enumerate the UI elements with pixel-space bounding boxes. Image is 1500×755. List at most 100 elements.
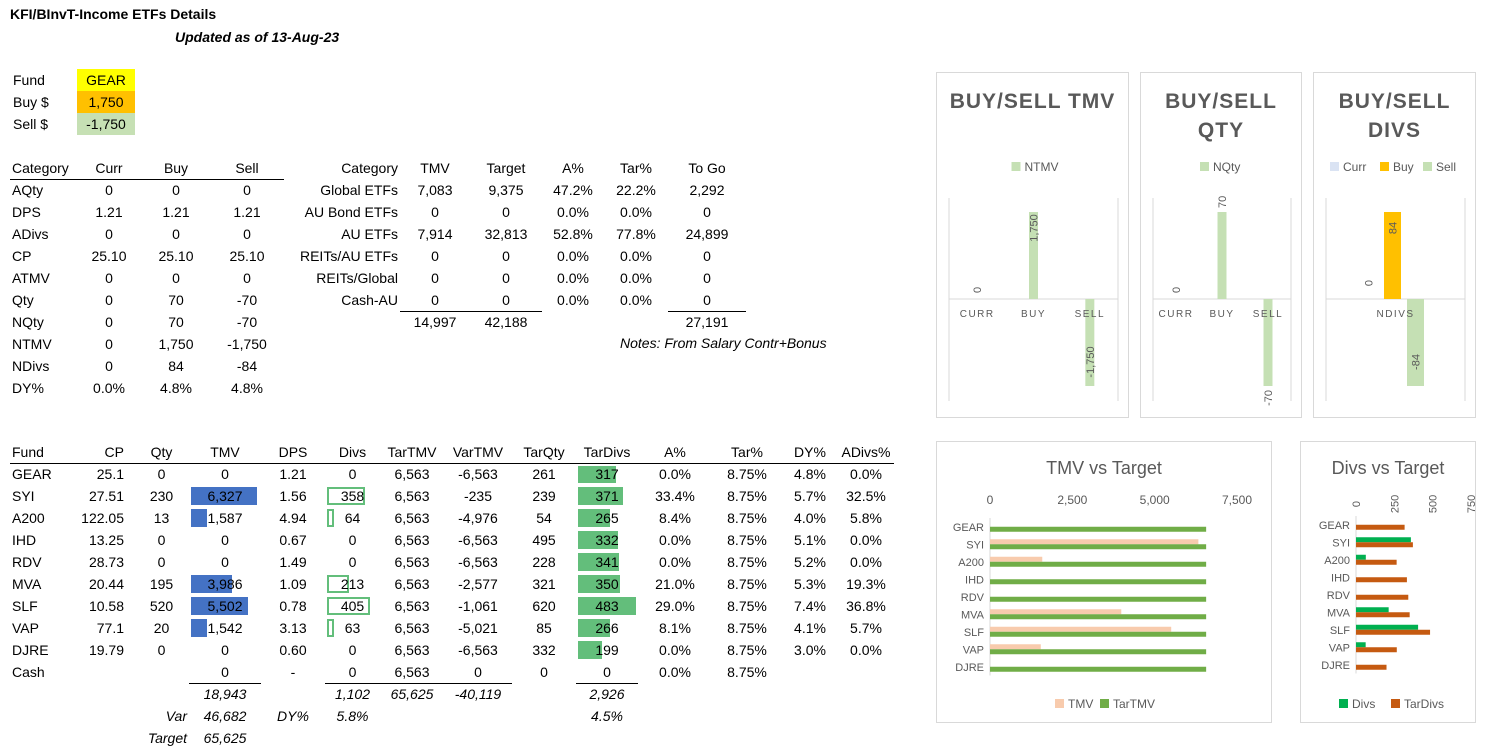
curr-cell: 1.21	[95, 204, 123, 220]
row-label: ADivs	[12, 226, 49, 242]
dy-cell: 5.3%	[794, 576, 826, 592]
tartmv-cell: 6,563	[394, 466, 430, 483]
adivs-cell: 0.0%	[850, 532, 882, 548]
tartmv-cell: 6,563	[394, 620, 430, 636]
a-cell: 0.0%	[659, 466, 691, 483]
legend-swatch	[1055, 699, 1064, 708]
qty-cell: 195	[149, 576, 174, 592]
cp-cell: 27.51	[88, 488, 124, 504]
buy-cell: 1,750	[158, 336, 194, 352]
buy-cell: 84	[168, 358, 184, 374]
total-tmv: 18,943	[203, 686, 247, 703]
chart-buysell-qty[interactable]: BUY/SELL QTY NQty 0 CURR 70 BUY -70 SELL	[1140, 72, 1302, 418]
to-go-cell: 0	[703, 270, 711, 286]
to-go-cell: 0	[668, 289, 746, 312]
tar-pct-cell: 0.0%	[620, 204, 652, 220]
row-label: ATMV	[12, 270, 50, 286]
data-label: -84	[1411, 354, 1423, 370]
tartmv-cell: 6,563	[394, 554, 430, 570]
tmv-cell: 0	[431, 248, 439, 264]
buy-cell: 70	[168, 314, 184, 330]
bar-tardivs	[1356, 612, 1410, 618]
fund-cell: SLF	[12, 598, 38, 614]
tmv-cell: 1,542	[189, 617, 261, 639]
chart-buysell-divs[interactable]: BUY/SELL DIVS Curr Buy Sell 0 84 -84 NDIVS	[1313, 72, 1476, 418]
fund-input[interactable]: GEAR	[77, 69, 135, 91]
cp-cell: 77.1	[96, 620, 124, 636]
divs-value: 63	[344, 620, 361, 636]
chart-tmv-vs-target[interactable]: TMV vs Target 0 2,500 5,000 7,500 GEAR SYI A20…	[936, 441, 1272, 723]
bar-tmv	[990, 644, 1041, 650]
row-label: AU ETFs	[341, 226, 398, 242]
vartmv-cell: -5,021	[458, 620, 498, 636]
curr-cell: 0	[105, 182, 113, 199]
tarqty-cell: 495	[532, 532, 556, 548]
row-label: AU Bond ETFs	[304, 204, 398, 220]
tardivs-cell: 266	[576, 617, 638, 639]
divs-data-bar	[327, 509, 334, 527]
tardivs-cell: 483	[576, 595, 638, 617]
chart-divs-vs-target[interactable]: Divs vs Target 0 250 500 750 GEAR SYI A200 IHD R…	[1300, 441, 1477, 723]
qty-cell: 20	[153, 620, 170, 636]
tardivs-data-bar	[578, 465, 617, 483]
cp-cell	[64, 661, 134, 683]
tardivs-data-bar	[578, 641, 602, 659]
bar-sell	[1085, 299, 1095, 386]
dps-cell: 0.67	[279, 532, 307, 548]
chart-buysell-tmv[interactable]: BUY/SELL TMV NTMV 0 CURR 1,750 BUY -1,750 SELL	[936, 72, 1129, 418]
qty-cell: 0	[157, 642, 166, 658]
sell-cell: 0	[243, 226, 251, 242]
sell-cell: -84	[236, 358, 258, 374]
divs-value: 0	[348, 642, 357, 658]
tardivs-value: 341	[595, 554, 619, 570]
tmv-cell: 0	[400, 289, 470, 312]
dy-cell	[782, 661, 838, 683]
tartmv-cell: 6,563	[394, 642, 430, 658]
alloc-row: Global ETFs 7,083 9,375 47.2% 22.2% 2,292	[296, 179, 746, 201]
chart-plot: 0 250 500 750 GEAR SYI A200 IHD RDV MVA SLF VAP DJRE…	[1319, 495, 1477, 711]
legend-label: TarTMV	[1113, 697, 1155, 711]
cp-cell: 25.1	[96, 466, 124, 483]
bar-tmv	[990, 556, 1043, 562]
tmv-data-bar	[191, 597, 248, 615]
sell-cell: 4.8%	[231, 380, 263, 396]
col-category: Category	[10, 157, 76, 180]
col-target: Target	[486, 160, 526, 176]
col-vartmv: VarTMV	[444, 441, 512, 464]
tardivs-value: 332	[595, 532, 619, 548]
fund-cell: A200	[12, 510, 45, 526]
divs-cell: 358	[325, 485, 380, 507]
a-cell: 8.1%	[659, 620, 691, 636]
sell-label: Sell $	[13, 116, 49, 132]
divs-cell: 0	[325, 463, 380, 485]
tardivs-cell: 341	[576, 551, 638, 573]
divs-cell: 0	[325, 551, 380, 573]
col-tardivs: TarDivs	[576, 441, 638, 464]
sell-input[interactable]: -1,750	[77, 113, 135, 135]
target-value: 65,625	[203, 730, 247, 746]
col-fund: Fund	[10, 441, 64, 464]
category-label: MVA	[1327, 607, 1351, 619]
fund-row: Cash 0-0 6,563 0 0 0 0.0% 8.75%	[10, 661, 894, 684]
dy-cell: 5.1%	[794, 532, 826, 548]
dy-cell: 3.0%	[794, 642, 826, 658]
target-cell: 0	[502, 204, 510, 220]
tmv-data-bar	[191, 575, 233, 593]
divs-cell: 0	[325, 661, 380, 684]
tick-label: 500	[1428, 495, 1440, 513]
bar-tartmv	[990, 544, 1207, 550]
dy-label: DY%	[277, 708, 309, 724]
divs-cell: 405	[325, 595, 380, 617]
divs-cell: 0	[325, 639, 380, 661]
curr-cell: 0	[105, 226, 113, 242]
dps-cell: 4.94	[279, 510, 307, 526]
tmv-value: 0	[221, 466, 229, 483]
buy-input[interactable]: 1,750	[77, 91, 135, 113]
tmv-value: 3,986	[207, 576, 243, 592]
bar-tmv	[990, 626, 1172, 632]
dps-cell: 0.60	[279, 642, 307, 658]
legend-swatch	[1200, 162, 1209, 171]
buy-label: Buy $	[13, 94, 49, 110]
buy-cell: 70	[168, 292, 184, 308]
tar-cell: 8.75%	[727, 664, 767, 680]
